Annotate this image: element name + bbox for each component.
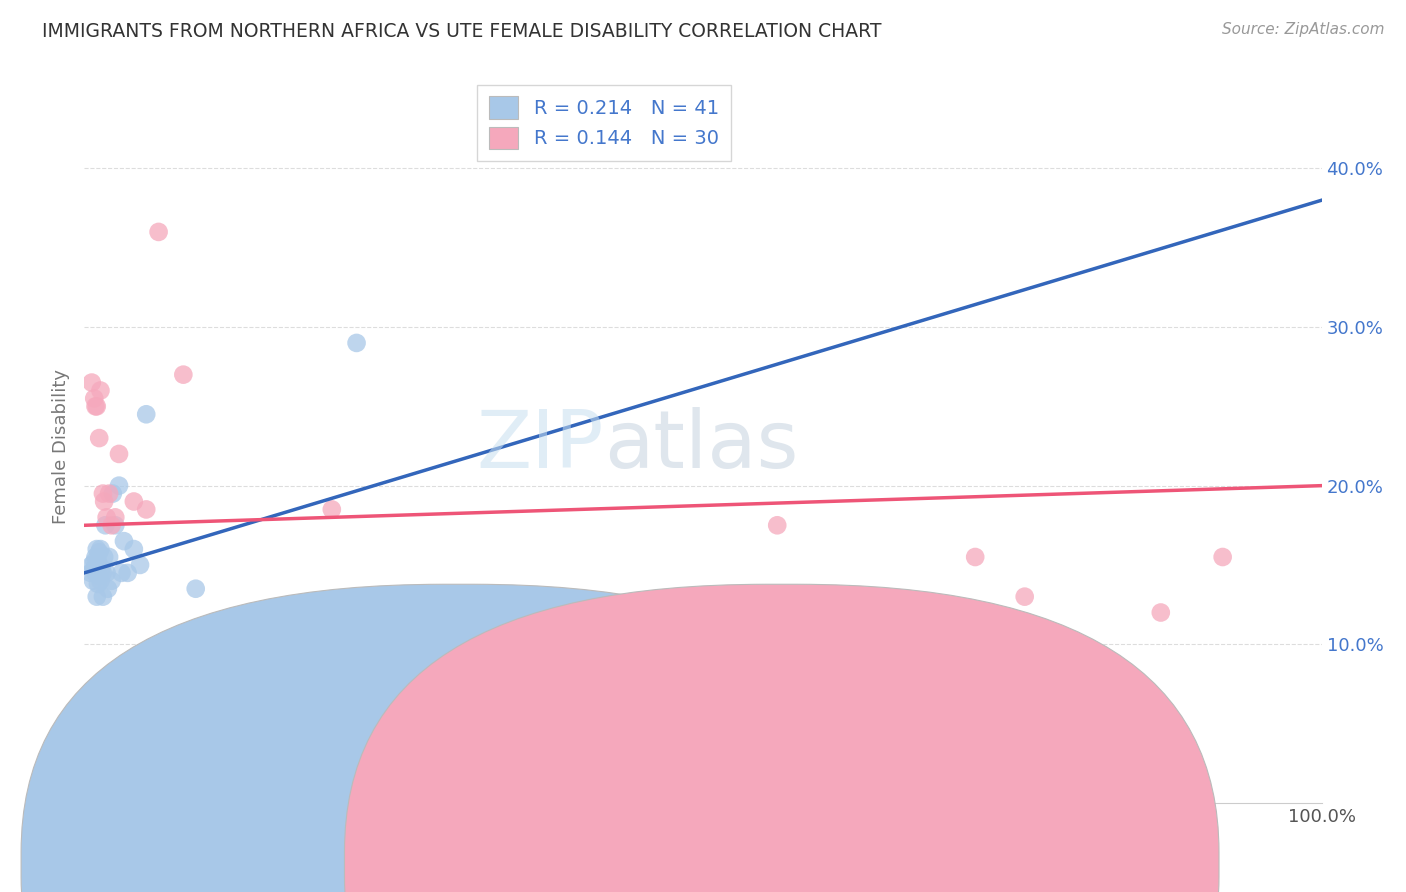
Point	[148, 225, 170, 239]
Point	[90, 561, 112, 575]
Point	[148, 661, 170, 675]
Point	[117, 566, 139, 580]
Point	[104, 518, 127, 533]
Point	[86, 590, 108, 604]
Point	[89, 569, 111, 583]
Point	[89, 545, 111, 559]
Point	[222, 614, 245, 628]
Text: Ute: Ute	[804, 855, 834, 873]
Point	[222, 621, 245, 635]
Point	[108, 478, 131, 492]
Point	[766, 518, 789, 533]
Point	[692, 621, 714, 635]
Point	[96, 510, 118, 524]
Point	[506, 621, 529, 635]
Point	[965, 549, 987, 564]
Point	[91, 590, 114, 604]
Point	[98, 486, 121, 500]
Point	[100, 574, 122, 588]
Point	[346, 335, 368, 350]
Point	[865, 614, 887, 628]
Legend: R = 0.214   N = 41, R = 0.144   N = 30: R = 0.214 N = 41, R = 0.144 N = 30	[478, 85, 731, 161]
Point	[84, 549, 107, 564]
Point	[96, 566, 118, 580]
Point	[83, 392, 105, 406]
Point	[122, 542, 145, 557]
Point	[939, 653, 962, 667]
Point	[98, 549, 121, 564]
Point	[83, 561, 105, 575]
Point	[184, 582, 207, 596]
Point	[86, 566, 108, 580]
Point	[110, 566, 132, 580]
Point	[104, 510, 127, 524]
Point	[129, 558, 152, 572]
Point	[1076, 645, 1098, 659]
Text: Source: ZipAtlas.com: Source: ZipAtlas.com	[1222, 22, 1385, 37]
Point	[135, 407, 157, 421]
Point	[112, 534, 135, 549]
Point	[79, 566, 101, 580]
Point	[89, 431, 111, 445]
Point	[80, 376, 103, 390]
Point	[271, 653, 294, 667]
Point	[93, 494, 115, 508]
Point	[108, 447, 131, 461]
Point	[101, 486, 124, 500]
Text: ZIP: ZIP	[477, 407, 605, 485]
Point	[160, 669, 183, 683]
Point	[89, 384, 111, 398]
Point	[87, 555, 110, 569]
Point	[1014, 590, 1036, 604]
Point	[89, 574, 111, 588]
Point	[84, 566, 107, 580]
Y-axis label: Female Disability: Female Disability	[52, 368, 70, 524]
Point	[84, 400, 107, 414]
Point	[120, 685, 142, 699]
Point	[321, 502, 343, 516]
Text: atlas: atlas	[605, 407, 799, 485]
Point	[135, 502, 157, 516]
Point	[593, 606, 616, 620]
Text: IMMIGRANTS FROM NORTHERN AFRICA VS UTE FEMALE DISABILITY CORRELATION CHART: IMMIGRANTS FROM NORTHERN AFRICA VS UTE F…	[42, 22, 882, 41]
Point	[100, 518, 122, 533]
Point	[172, 368, 194, 382]
Point	[87, 577, 110, 591]
Point	[83, 555, 105, 569]
Point	[93, 549, 115, 564]
Point	[82, 574, 104, 588]
Point	[80, 558, 103, 572]
Point	[1212, 549, 1234, 564]
Text: Immigrants from Northern Africa: Immigrants from Northern Africa	[481, 855, 752, 873]
Point	[97, 582, 120, 596]
Point	[89, 542, 111, 557]
Point	[91, 566, 114, 580]
Point	[1150, 606, 1173, 620]
Point	[86, 542, 108, 557]
Point	[86, 400, 108, 414]
Point	[91, 486, 114, 500]
Point	[94, 518, 117, 533]
Point	[122, 494, 145, 508]
